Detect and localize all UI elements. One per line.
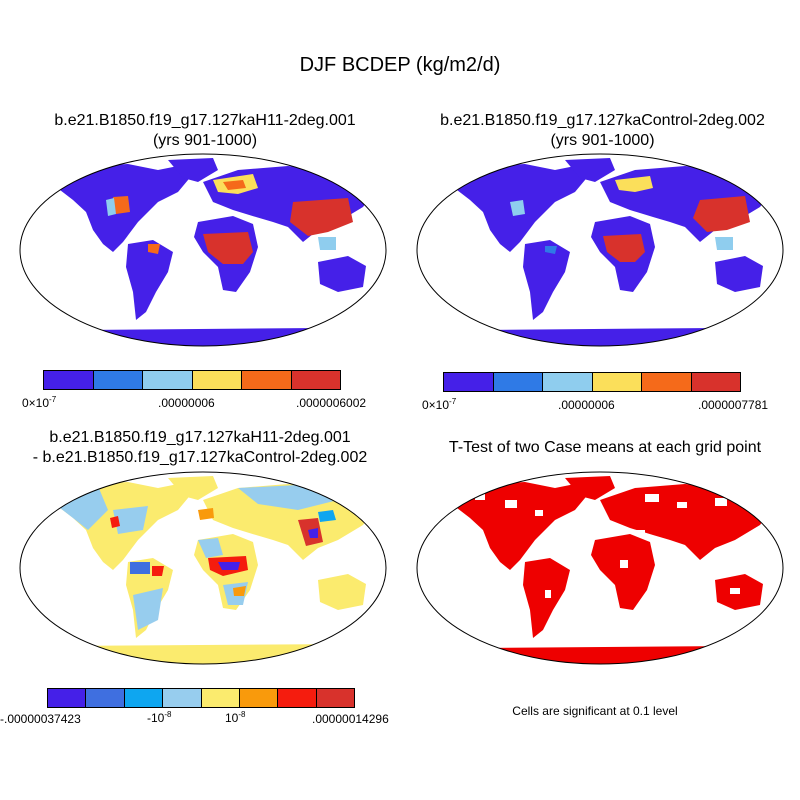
colorbar-swatch — [86, 689, 125, 707]
colorbar-label-mid: .00000006 — [558, 398, 615, 412]
panel-title-bottom-right: T-Test of two Case means at each grid po… — [448, 439, 762, 456]
panel-title-line2: - b.e21.B1850.f19_g17.127kaControl-2deg.… — [32, 449, 368, 466]
significance-note: Cells are significant at 0.1 level — [512, 704, 678, 718]
panel-title-top-left: b.e21.B1850.f19_g17.127kaH11-2deg.001 (y… — [10, 111, 400, 151]
figure-title: DJF BCDEP (kg/m2/d) — [299, 54, 501, 76]
map-bottom-right — [416, 471, 784, 665]
panel-title-line1: b.e21.B1850.f19_g17.127kaH11-2deg.001 — [54, 112, 356, 129]
colorbar-swatch — [642, 373, 692, 391]
colorbar-top-left — [43, 370, 341, 390]
colorbar-swatch — [592, 373, 642, 391]
colorbar-label-pos: 10-8 — [225, 710, 246, 725]
panel-title-bottom-left: b.e21.B1850.f19_g17.127kaH11-2deg.001 - … — [0, 428, 400, 468]
colorbar-swatch — [44, 371, 94, 389]
colorbar-label-min: 0×10-7 — [22, 395, 57, 410]
colorbar-swatch — [124, 689, 164, 707]
map-top-right — [416, 153, 784, 347]
colorbar-swatch — [278, 689, 317, 707]
colorbar-swatch — [316, 689, 354, 707]
colorbar-label-mid: .00000006 — [158, 396, 215, 410]
colorbar-swatch — [143, 371, 193, 389]
panel-title-line1: b.e21.B1850.f19_g17.127kaH11-2deg.001 — [49, 429, 351, 446]
colorbar-swatch — [291, 371, 340, 389]
colorbar-swatch — [192, 371, 242, 389]
colorbar-label-min: -.00000037423 — [0, 712, 81, 726]
colorbar-swatch — [239, 689, 279, 707]
colorbar-label-max: .00000014296 — [312, 712, 389, 726]
colorbar-label-max: .0000006002 — [296, 396, 367, 410]
colorbar-swatch — [691, 373, 740, 391]
map-top-left — [19, 153, 387, 347]
colorbar-swatch — [543, 373, 593, 391]
panel-title-line2: (yrs 901-1000) — [550, 132, 655, 149]
colorbar-label-neg: -10-8 — [147, 710, 172, 725]
panel-title-top-right: b.e21.B1850.f19_g17.127kaControl-2deg.00… — [400, 111, 800, 151]
panel-title-line1: b.e21.B1850.f19_g17.127kaControl-2deg.00… — [440, 112, 765, 129]
colorbar-bottom-left — [47, 688, 355, 708]
colorbar-label-min: 0×10-7 — [422, 397, 457, 412]
colorbar-label-max: .0000007781 — [698, 398, 769, 412]
colorbar-swatch — [242, 371, 292, 389]
colorbar-swatch — [201, 689, 240, 707]
panel-title-line2: (yrs 901-1000) — [152, 132, 258, 149]
colorbar-swatch — [163, 689, 202, 707]
colorbar-swatch — [493, 373, 543, 391]
colorbar-swatch — [444, 373, 494, 391]
colorbar-swatch — [93, 371, 143, 389]
map-bottom-left — [19, 471, 387, 665]
colorbar-swatch — [48, 689, 87, 707]
colorbar-top-right — [443, 372, 741, 392]
